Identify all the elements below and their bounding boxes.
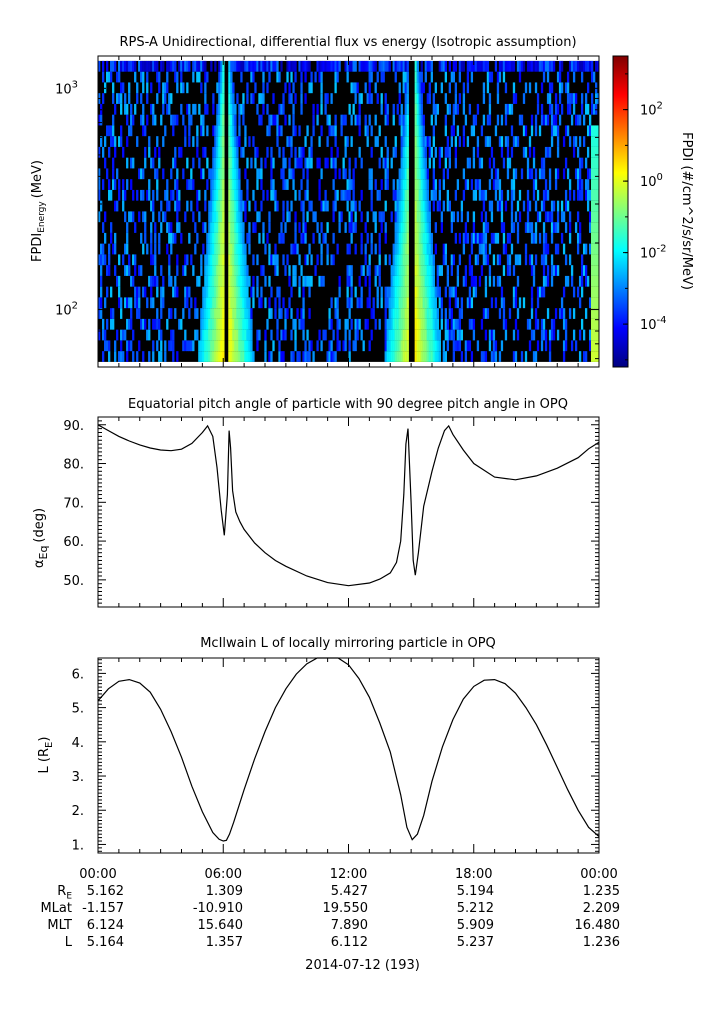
panel1-ylabel: FPDIEnergy(MeV) xyxy=(30,160,47,262)
panel3-ytick-label: 2. xyxy=(72,804,84,819)
ephemeris-value: 1.235 xyxy=(582,884,620,899)
panel3-ytick-label: 1. xyxy=(72,838,84,853)
panel2-ytick-label: 60. xyxy=(63,535,84,550)
ephemeris-value: 5.237 xyxy=(456,935,494,950)
ephemeris-value: 6.112 xyxy=(330,935,368,950)
panel2-frame xyxy=(97,416,600,608)
ephemeris-value: 7.890 xyxy=(330,918,368,933)
ephemeris-value: 5.162 xyxy=(86,884,124,899)
ephemeris-row-label: MLat xyxy=(40,901,72,916)
panel3-ytick-label: 5. xyxy=(72,702,84,717)
panel2-title: Equatorial pitch angle of particle with … xyxy=(128,397,568,412)
date-label: 2014-07-12 (193) xyxy=(305,958,420,973)
panel2-ytick-label: 80. xyxy=(63,458,84,473)
panel2-ylabel: αEq(deg) xyxy=(32,508,50,568)
ephemeris-value: 5.164 xyxy=(86,935,124,950)
colorbar xyxy=(613,56,628,367)
ephemeris-value: 16.480 xyxy=(574,918,621,933)
time-tick-label: 00:00 xyxy=(79,867,116,882)
colorbar-tick-label: 10-4 xyxy=(640,315,667,333)
panel3-ylabel: L (RE) xyxy=(37,737,55,774)
panel3-frame xyxy=(97,657,600,854)
colorbar-ticks: 102 100 10-2 10-4 xyxy=(623,73,667,361)
panel2-ytick-label: 50. xyxy=(63,574,84,589)
time-tick-label: 00:00 xyxy=(580,867,617,882)
ephemeris-value: 5.212 xyxy=(456,901,494,916)
ephemeris-value: -1.157 xyxy=(82,901,124,916)
ephemeris-value: 15.640 xyxy=(197,918,244,933)
ephemeris-value: -10.910 xyxy=(192,901,243,916)
panel3-ytick-label: 6. xyxy=(72,667,84,682)
panel3-axes: 6. 5. 4. 3. 2. 1. xyxy=(72,658,600,853)
ephemeris-row-label: RE xyxy=(57,884,72,902)
ephemeris-value: 19.550 xyxy=(322,901,369,916)
colorbar-label: FPDI (#/cm^2/s/sr/MeV) xyxy=(679,132,694,290)
ephemeris-row-label: L xyxy=(64,935,72,950)
ephemeris-value: 2.209 xyxy=(582,901,620,916)
ephemeris-value: 1.357 xyxy=(205,935,243,950)
ephemeris-value: 5.427 xyxy=(330,884,368,899)
panel3-ytick-label: 4. xyxy=(72,736,84,751)
panel3-title: McIlwain L of locally mirroring particle… xyxy=(200,636,496,651)
colorbar-tick-label: 100 xyxy=(640,172,663,190)
panel1-axes: 102 103 xyxy=(55,56,600,367)
panel3-ytick-label: 3. xyxy=(72,770,84,785)
ephemeris-value: 5.194 xyxy=(456,884,494,899)
ephemeris-value: 6.124 xyxy=(86,918,124,933)
colorbar-tick-label: 102 xyxy=(640,101,663,119)
time-tick-label: 06:00 xyxy=(205,867,242,882)
ephemeris-value: 1.309 xyxy=(205,884,243,899)
panel2-ytick-label: 70. xyxy=(63,496,84,511)
ephemeris-value: 5.909 xyxy=(456,918,494,933)
panel1-ytick-label: 102 xyxy=(55,301,78,319)
l-shell-line xyxy=(97,657,600,842)
pitch-angle-line xyxy=(97,424,600,587)
spectrogram xyxy=(98,60,600,362)
panel2-axes: 90. 80. 70. 60. 50. xyxy=(63,417,600,607)
panel2-ytick-label: 90. xyxy=(63,419,84,434)
ephemeris-value: 1.236 xyxy=(582,935,620,950)
colorbar-frame xyxy=(612,55,629,368)
time-tick-label: 12:00 xyxy=(330,867,367,882)
time-axis-labels: 00:00 06:00 12:00 18:00 00:00 xyxy=(79,867,617,882)
panel1-title: RPS-A Unidirectional, differential flux … xyxy=(119,35,576,50)
time-tick-label: 18:00 xyxy=(455,867,492,882)
colorbar-tick-label: 10-2 xyxy=(640,244,667,262)
panel1-ytick-label: 103 xyxy=(55,79,78,97)
ephemeris-row-label: MLT xyxy=(47,918,72,933)
